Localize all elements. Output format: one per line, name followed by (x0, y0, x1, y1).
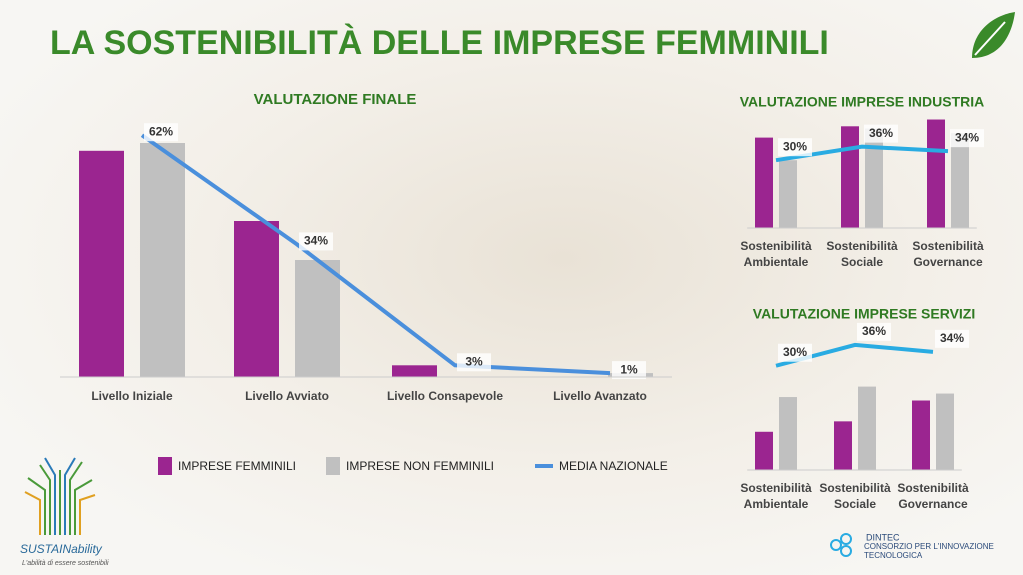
bar (936, 393, 954, 470)
value-label-bg (935, 329, 969, 348)
line-series (140, 133, 611, 376)
value-label-bg (144, 123, 178, 142)
value-label-bg (612, 361, 646, 380)
x-tick-label: Livello Iniziale (91, 389, 173, 403)
legend-swatch (326, 457, 340, 475)
x-tick-label: Sostenibilità Governance (897, 481, 969, 511)
value-label: 30% (783, 139, 807, 153)
legend-label: IMPRESE NON FEMMINILI (346, 459, 494, 473)
dintec-tagline-box: CONSORZIO PER L'INNOVAZIONE TECNOLOGICA (864, 542, 994, 560)
chart-title: VALUTAZIONE IMPRESE SERVIZI (753, 306, 975, 322)
legend-label: IMPRESE FEMMINILI (178, 459, 296, 473)
bar (834, 421, 852, 470)
x-tick-label: Sostenibilità Sociale (826, 239, 898, 269)
x-tick-label: Sostenibilità Ambientale (740, 481, 812, 511)
legend-label: MEDIA NAZIONALE (559, 459, 668, 473)
slide-title: LA SOSTENIBILITÀ DELLE IMPRESE FEMMINILI (50, 24, 829, 62)
value-label: 36% (869, 126, 893, 140)
chart-title: VALUTAZIONE FINALE (254, 91, 417, 108)
bar (234, 221, 279, 377)
dintec-icon (830, 533, 852, 557)
x-tick-label: Sostenibilità Ambientale (740, 239, 812, 269)
value-label-bg (778, 138, 812, 157)
chart-title: VALUTAZIONE IMPRESE INDUSTRIA (740, 94, 985, 110)
value-label: 36% (862, 324, 886, 338)
bar (140, 143, 185, 377)
value-label: 34% (940, 331, 964, 345)
value-label-bg (778, 343, 812, 362)
value-label-bg (299, 232, 333, 251)
x-tick-label: Sostenibilità Governance (912, 239, 984, 269)
value-label-bg (950, 129, 984, 148)
bar (79, 150, 124, 377)
dintec-tagline: CONSORZIO PER L'INNOVAZIONE TECNOLOGICA (864, 542, 994, 560)
legend-swatch (158, 457, 172, 475)
value-label: 1% (620, 362, 638, 376)
value-label: 62% (149, 124, 173, 138)
value-label-bg (864, 124, 898, 143)
legend-swatch (535, 464, 553, 468)
bar (858, 386, 876, 470)
x-tick-label: Livello Avviato (245, 389, 329, 403)
x-tick-label: Livello Consapevole (386, 389, 504, 403)
bar (779, 397, 797, 470)
bar (841, 126, 859, 228)
bar (927, 119, 945, 228)
bar (865, 128, 883, 228)
bar (755, 137, 773, 228)
logo-text: SUSTAINability (20, 542, 103, 556)
value-label: 34% (304, 234, 328, 248)
bar (392, 365, 437, 377)
logo-tagline: L'abilità di essere sostenibili (22, 560, 109, 567)
bar (779, 160, 797, 228)
leaf-icon (972, 12, 1015, 58)
x-tick-label: Sostenibilità Sociale (819, 481, 891, 511)
value-label: 30% (783, 345, 807, 359)
value-label-bg (457, 353, 491, 372)
value-label-bg (857, 322, 891, 341)
bar (912, 400, 930, 470)
dintec-name: DINTEC (866, 532, 900, 542)
value-label: 34% (955, 130, 979, 144)
bar (295, 260, 340, 377)
value-label: 3% (465, 354, 483, 368)
sustainability-logo (24, 457, 96, 535)
x-tick-label: Livello Avanzato (553, 389, 647, 403)
bar (755, 431, 773, 470)
bar (951, 133, 969, 228)
